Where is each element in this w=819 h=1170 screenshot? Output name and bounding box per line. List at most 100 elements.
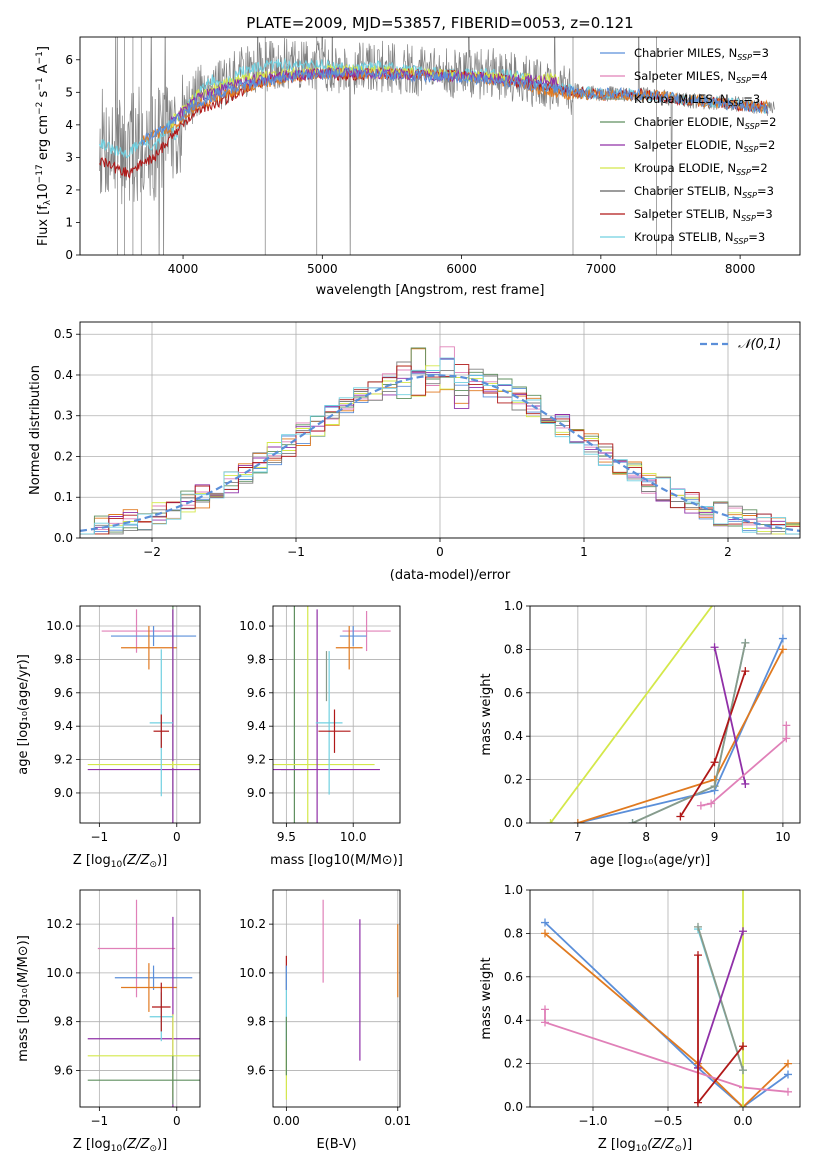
- series-marker: [782, 721, 791, 730]
- y-axis-label: Flux [fλ10−17 erg cm−2 s−1 A−1]: [35, 46, 53, 246]
- y-tick-label: 0.0: [504, 816, 523, 830]
- x-tick-label: 8: [642, 830, 650, 844]
- series-marker: [710, 758, 719, 767]
- plot-area: [80, 890, 200, 1107]
- y-tick-label: 10.0: [239, 966, 266, 980]
- y-tick-label: 9.8: [247, 652, 266, 666]
- y-tick-label: 9.6: [247, 1063, 266, 1077]
- plot-area: [273, 890, 400, 1107]
- x-tick-label: 1: [580, 545, 588, 559]
- series-marker: [724, 580, 732, 588]
- series-line: [697, 930, 744, 1069]
- y-tick-label: 0.8: [504, 926, 523, 940]
- series-marker: [778, 645, 787, 654]
- plot-area: [80, 322, 800, 538]
- series-marker: [710, 643, 719, 652]
- plot-area: [530, 864, 800, 1107]
- x-tick-label: 6000: [446, 262, 477, 276]
- plot-area: [530, 580, 800, 823]
- series-line: [713, 647, 747, 785]
- axes-frame: [529, 605, 801, 824]
- y-tick-label: 0.0: [504, 1100, 523, 1114]
- y-axis-label: mass weight: [479, 673, 494, 755]
- series-marker: [710, 782, 719, 791]
- series-line: [544, 921, 789, 1107]
- series-marker: [778, 634, 787, 643]
- series-marker: [784, 1070, 792, 1079]
- x-tick-label: 8000: [725, 262, 756, 276]
- x-tick-label: 5000: [307, 262, 338, 276]
- series-marker: [696, 801, 705, 810]
- x-tick-label: 10.0: [340, 830, 367, 844]
- x-tick-label: 0.00: [273, 1114, 300, 1128]
- y-axis-label: Normed distribution: [28, 365, 43, 495]
- series-marker: [541, 918, 549, 927]
- y-tick-label: 5: [65, 85, 73, 99]
- y-tick-label: 0.4: [54, 368, 73, 382]
- axes-frame: [79, 321, 801, 539]
- y-axis-label: mass weight: [479, 957, 494, 1039]
- y-tick-label: 10.2: [46, 917, 73, 931]
- y-tick-label: 10.0: [239, 619, 266, 633]
- x-tick-label: 2: [724, 545, 732, 559]
- y-tick-label: 9.0: [54, 786, 73, 800]
- y-tick-label: 9.6: [54, 1063, 73, 1077]
- x-tick-label: 0: [173, 1114, 181, 1128]
- y-tick-label: 0.4: [504, 729, 523, 743]
- y-tick-label: 9.4: [54, 719, 73, 733]
- y-tick-label: 1.0: [504, 883, 523, 897]
- x-tick-label: −1: [91, 1114, 109, 1128]
- y-tick-label: 9.6: [54, 686, 73, 700]
- x-axis-label: age [log₁₀(age/yr)]: [590, 853, 711, 868]
- series-marker: [573, 819, 582, 823]
- axes-frame: [529, 889, 801, 1108]
- y-tick-label: 0: [65, 248, 73, 262]
- x-tick-label: −1: [91, 830, 109, 844]
- x-tick-label: 0: [173, 830, 181, 844]
- series-marker: [741, 779, 750, 788]
- series-marker: [739, 1066, 747, 1075]
- y-tick-label: 0.1: [54, 490, 73, 504]
- series-marker: [541, 929, 549, 938]
- x-tick-label: 7: [574, 830, 582, 844]
- series-marker: [782, 734, 791, 743]
- y-axis-label: age [log₁₀(age/yr)]: [16, 654, 31, 775]
- y-tick-label: 9.2: [247, 753, 266, 767]
- y-tick-label: 10.0: [46, 966, 73, 980]
- series-marker: [541, 1018, 549, 1027]
- series-line: [577, 638, 784, 823]
- x-tick-label: 0: [436, 545, 444, 559]
- x-axis-label: (data-model)/error: [390, 568, 511, 583]
- y-tick-label: 1.0: [504, 599, 523, 613]
- y-tick-label: 0.2: [54, 449, 73, 463]
- x-tick-label: 0.01: [384, 1114, 411, 1128]
- x-axis-label: wavelength [Angstrom, rest frame]: [316, 283, 545, 298]
- legend-entry: Kroupa MILES, NSSP=3: [634, 92, 760, 108]
- x-axis-label: Z [log10(Z/Z⊙)]: [73, 1137, 167, 1154]
- x-tick-label: −1.0: [578, 1114, 607, 1128]
- panel-age_vs_mass: 9.5 10.0 9.0 9.2 9.4 9.6 9.8 10.0 mass [log10(M/…: [239, 605, 403, 868]
- normal-curve: [80, 374, 800, 532]
- y-tick-label: 0.4: [504, 1013, 523, 1027]
- plot-area: [80, 606, 200, 823]
- x-axis-label: Z [log10(Z/Z⊙)]: [598, 1137, 692, 1154]
- y-tick-label: 0.3: [54, 409, 73, 423]
- axes-frame: [272, 889, 401, 1108]
- series-marker: [784, 1059, 792, 1068]
- y-tick-label: 9.6: [247, 686, 266, 700]
- y-tick-label: 9.2: [54, 753, 73, 767]
- series-marker: [739, 864, 747, 872]
- plot-area: [273, 606, 400, 823]
- y-tick-label: 10.0: [46, 619, 73, 633]
- legend-entry: 𝒩(0,1): [738, 337, 781, 352]
- y-tick-label: 1: [65, 215, 73, 229]
- axes-frame: [79, 36, 801, 256]
- series-marker: [739, 927, 747, 936]
- series-marker: [694, 951, 702, 960]
- series-marker: [676, 812, 685, 821]
- y-tick-label: 3: [65, 150, 73, 164]
- series-marker: [628, 819, 637, 823]
- legend-entry: Chabrier ELODIE, NSSP=2: [634, 115, 776, 131]
- y-tick-label: 0.6: [504, 686, 523, 700]
